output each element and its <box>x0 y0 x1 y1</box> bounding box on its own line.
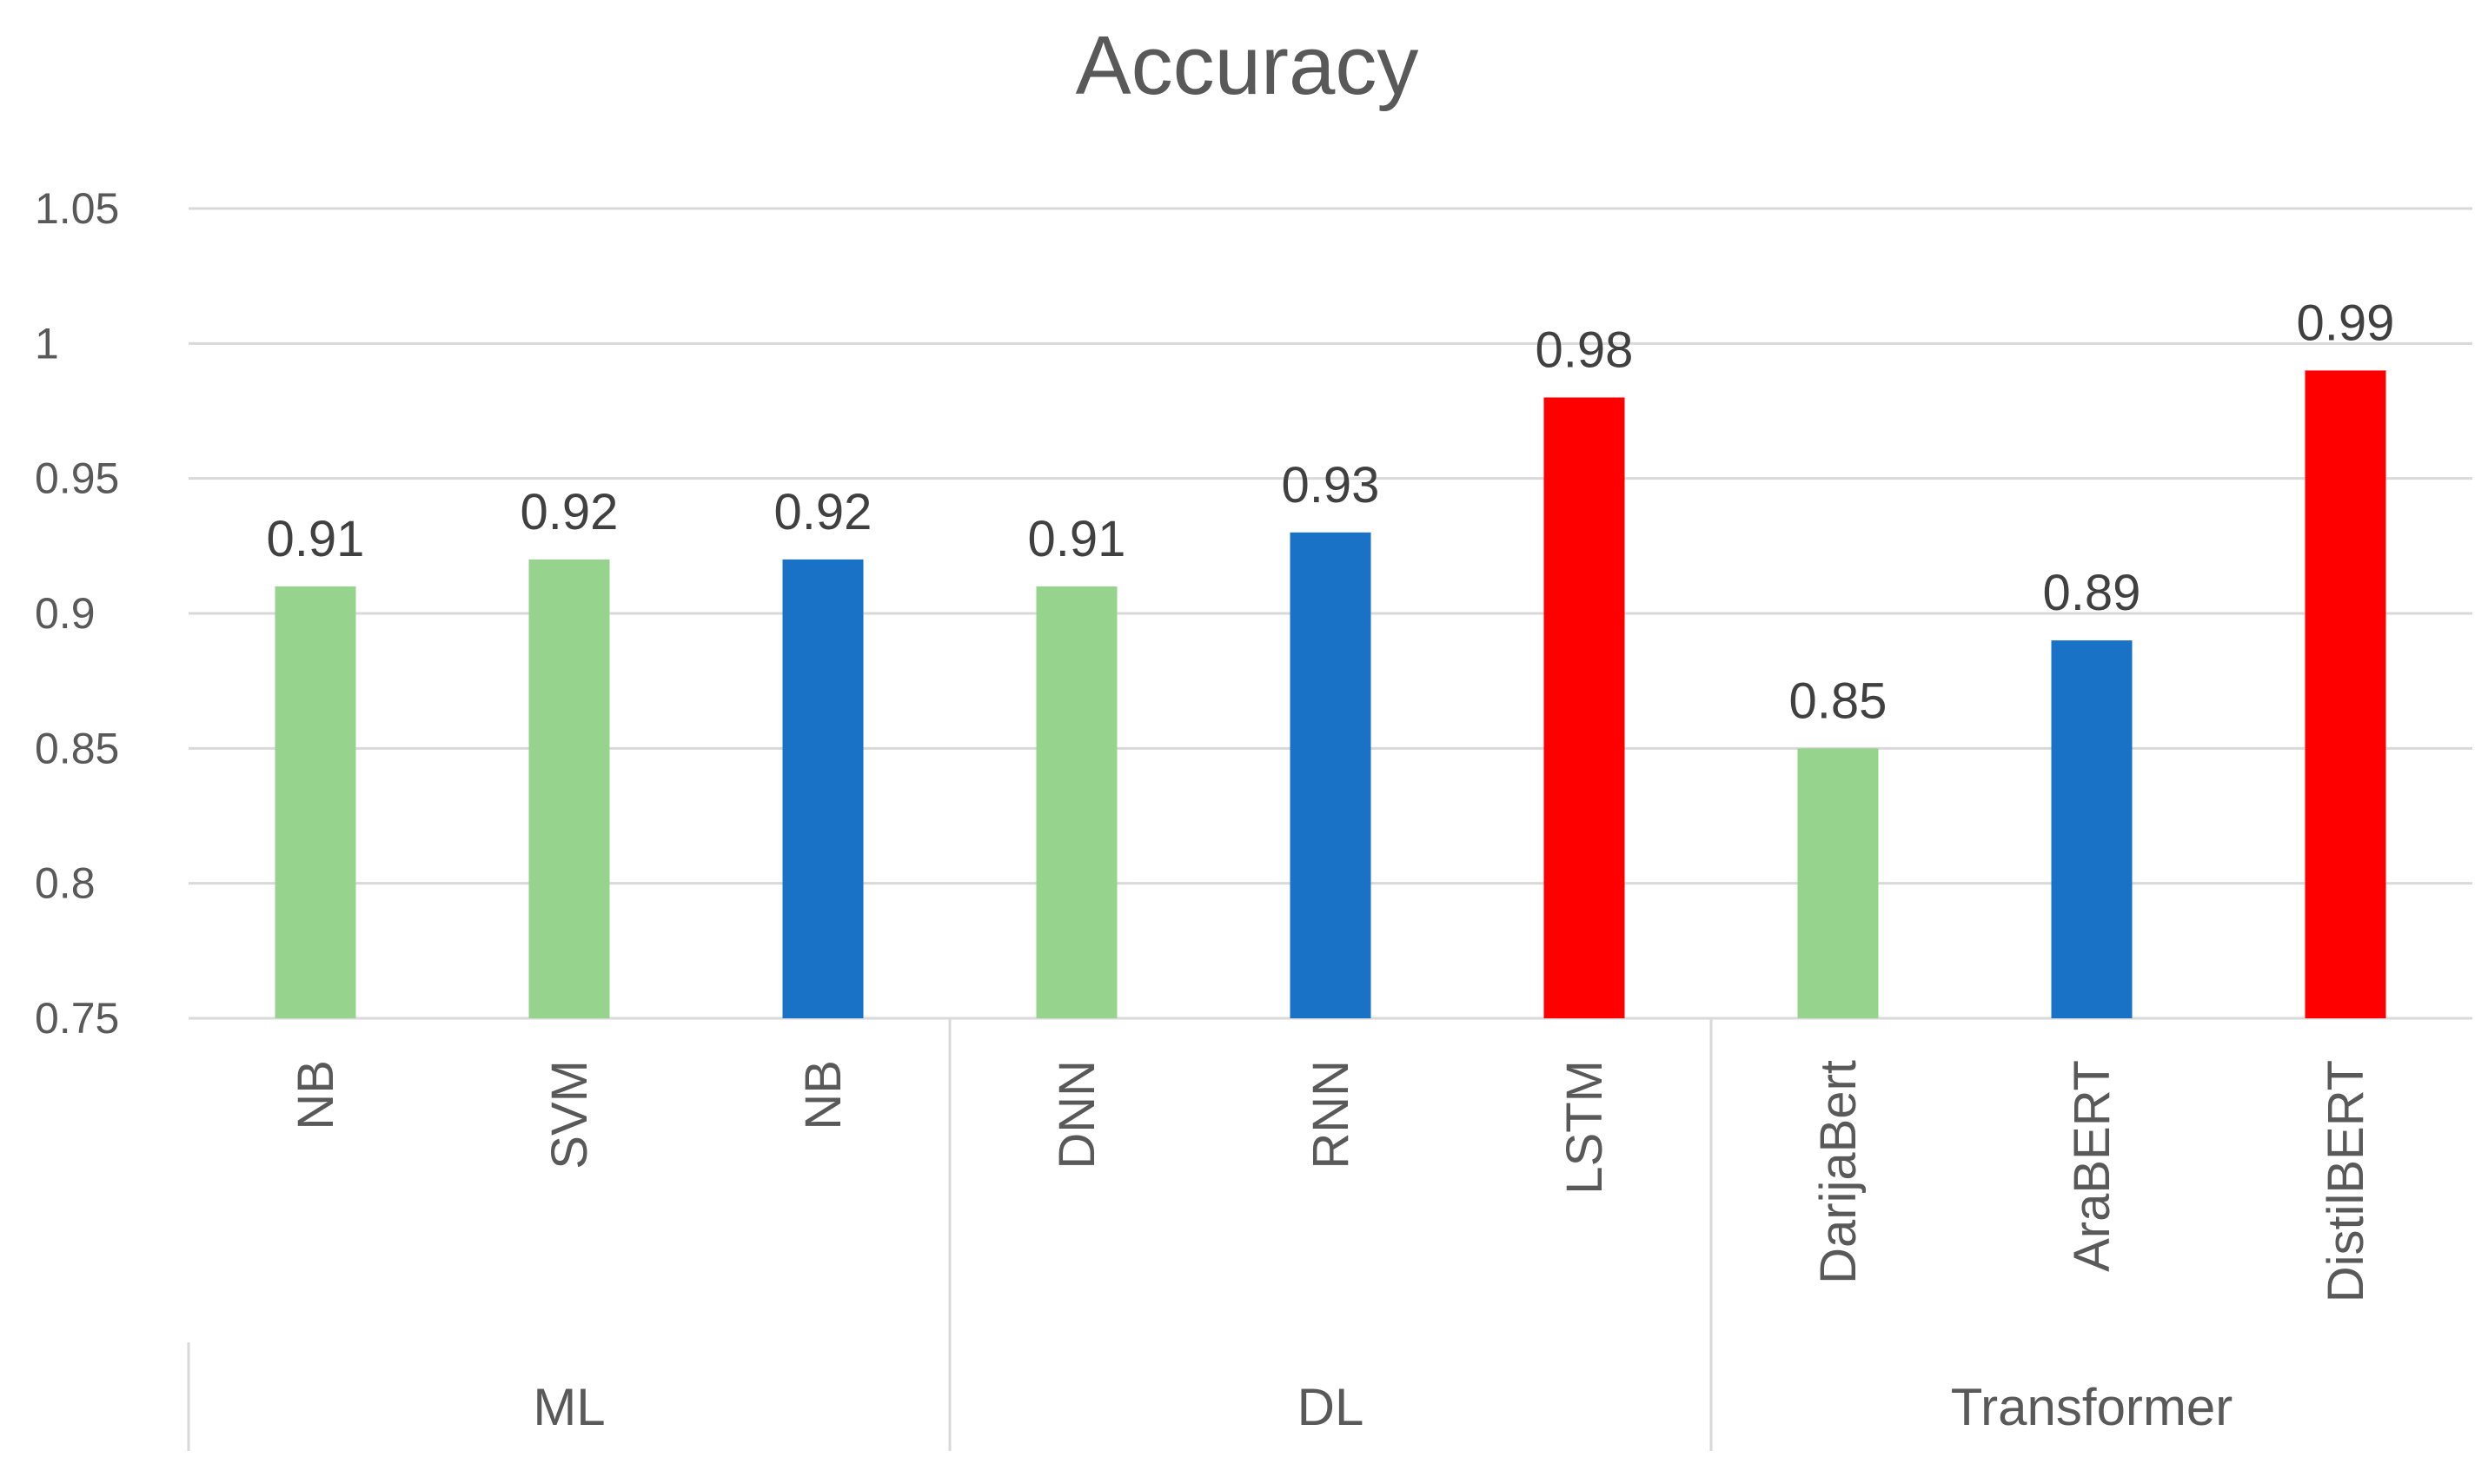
bar-lstm <box>1543 397 1625 1018</box>
category-label: RNN <box>1303 1060 1359 1169</box>
y-tick-label: 0.8 <box>35 859 96 908</box>
category-label: AraBERT <box>2064 1060 2120 1272</box>
category-label: SVM <box>541 1060 598 1169</box>
category-label: LSTM <box>1556 1060 1613 1195</box>
group-label: ML <box>533 1378 605 1436</box>
data-label: 0.99 <box>2297 295 2395 351</box>
data-label: 0.92 <box>774 484 872 540</box>
bar-rnn <box>1290 532 1371 1018</box>
data-label: 0.91 <box>1028 511 1126 567</box>
category-label: DNN <box>1049 1060 1105 1169</box>
data-label: 0.89 <box>2043 565 2141 621</box>
y-tick-label: 1 <box>35 319 59 368</box>
x-axis-category-labels: NB SVM NB DNN RNN LSTM DarijaBert AraBERT Distil… <box>288 1060 2374 1302</box>
bars <box>275 370 2386 1018</box>
y-tick-label: 1.05 <box>35 184 119 233</box>
data-label: 0.93 <box>1282 457 1380 513</box>
y-tick-label: 0.85 <box>35 724 119 772</box>
category-label: NB <box>288 1060 344 1130</box>
category-label: DistilBERT <box>2318 1060 2374 1302</box>
bar-nb <box>782 559 864 1018</box>
bar-distilbert <box>2305 370 2386 1018</box>
chart-title: Accuracy <box>1076 19 1419 112</box>
data-label: 0.91 <box>267 511 365 567</box>
bar-dnn <box>1036 586 1118 1018</box>
y-tick-label: 0.75 <box>35 994 119 1043</box>
y-tick-label: 0.95 <box>35 454 119 503</box>
data-label: 0.98 <box>1536 321 1634 378</box>
bar-arabert <box>2051 640 2133 1018</box>
bar-darijabert <box>1797 748 1879 1018</box>
group-label: DL <box>1297 1378 1364 1436</box>
bar-svm <box>528 559 610 1018</box>
group-label: Transformer <box>1951 1378 2233 1436</box>
category-label: DarijaBert <box>1810 1060 1867 1284</box>
data-label: 0.92 <box>521 484 619 540</box>
category-label: NB <box>795 1060 852 1130</box>
data-label: 0.85 <box>1789 672 1888 729</box>
y-tick-label: 0.9 <box>35 589 96 638</box>
data-labels: 0.91 0.92 0.92 0.91 0.93 0.98 0.85 0.89 0.99 <box>267 295 2395 729</box>
bar-nb <box>275 586 356 1018</box>
y-axis-tick-labels: 0.75 0.8 0.85 0.9 0.95 1 1.05 <box>35 184 119 1043</box>
x-axis-group-labels: ML DL Transformer <box>187 1018 2233 1451</box>
